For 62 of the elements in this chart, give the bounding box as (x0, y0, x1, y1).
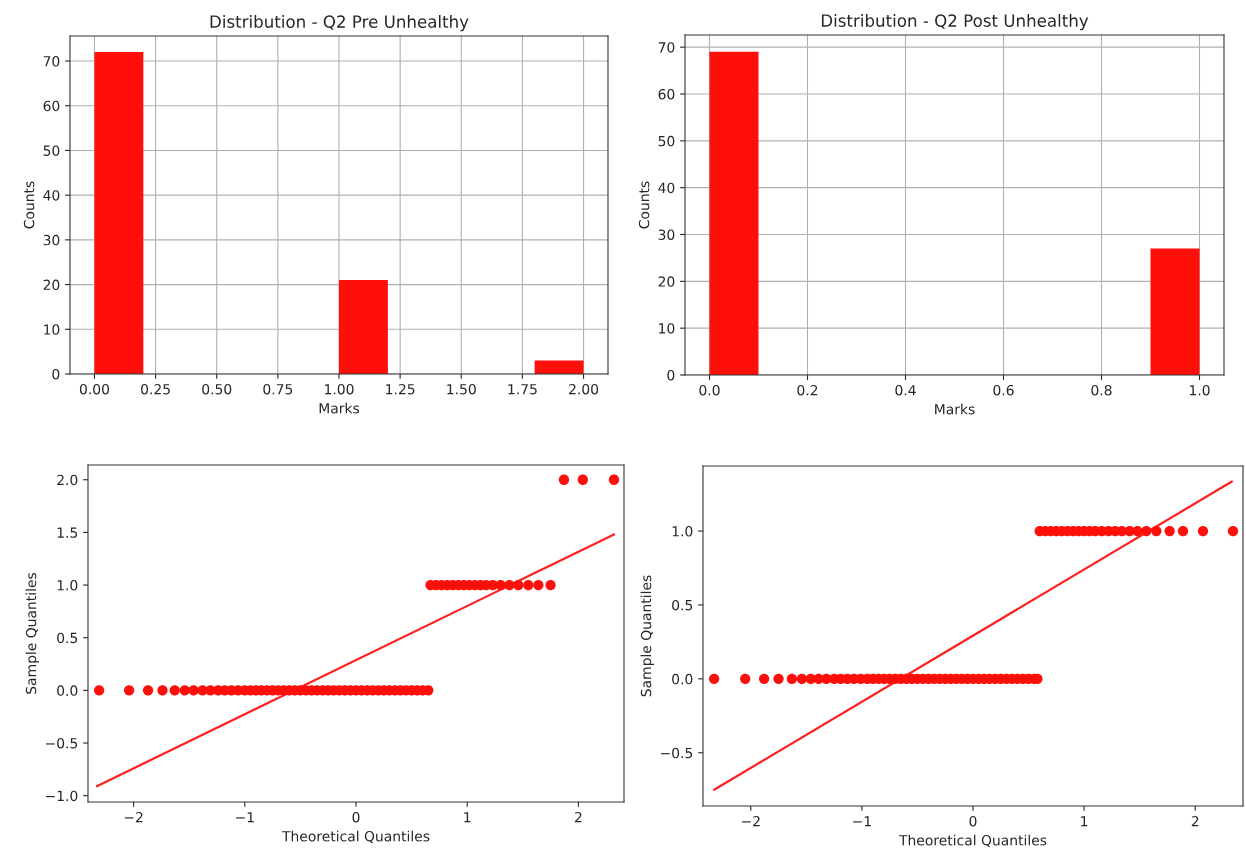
y-tick-label: 0.5 (672, 599, 693, 611)
y-tick-label: −1.0 (46, 790, 78, 802)
x-tick-label: −1 (236, 812, 254, 823)
chart-title: Distribution - Q2 Post Unhealthy (821, 14, 1089, 31)
y-tick-label: 70 (43, 56, 60, 67)
y-tick-label: 0 (667, 369, 675, 381)
y-tick-label: 50 (43, 145, 60, 156)
x-tick-label: 1 (464, 812, 471, 823)
y-tick-label: 30 (43, 234, 60, 246)
chart-title: Distribution - Q2 Pre Unhealthy (210, 15, 469, 32)
y-tick-label: 0 (52, 368, 60, 380)
y-tick-label: 60 (658, 88, 675, 100)
x-tick-label: 0.25 (141, 383, 170, 395)
x-tick-label: −2 (742, 815, 760, 827)
x-axis-title: Theoretical Quantiles (898, 834, 1047, 848)
y-axis-title: Sample Quantiles (640, 575, 654, 697)
y-tick-label: 60 (43, 100, 60, 112)
x-tick-label: 0.75 (263, 383, 293, 395)
y-tick-label: 30 (658, 229, 675, 240)
y-tick-label: 20 (43, 279, 60, 291)
y-tick-label: 70 (658, 42, 675, 53)
x-tick-label: 1 (1081, 816, 1088, 827)
x-tick-label: 0.00 (79, 383, 109, 395)
x-tick-label: 2 (1191, 815, 1199, 827)
y-tick-label: 40 (658, 182, 675, 194)
y-tick-label: 1.5 (57, 527, 78, 538)
y-tick-label: 50 (658, 135, 675, 147)
x-axis-title: Marks (319, 402, 360, 414)
x-tick-label: 1.75 (508, 384, 537, 395)
y-tick-label: 0.0 (57, 685, 78, 696)
x-tick-label: 0.6 (993, 384, 1014, 396)
x-tick-label: 0.0 (699, 384, 720, 396)
y-tick-label: 2.0 (57, 474, 78, 486)
y-tick-label: −0.5 (661, 747, 693, 759)
x-tick-label: 1.0 (1189, 384, 1210, 396)
x-axis-title: Marks (935, 403, 975, 415)
y-axis-title: Counts (23, 181, 35, 229)
y-tick-label: 10 (44, 324, 60, 335)
y-tick-label: 1.0 (672, 526, 693, 537)
y-tick-label: 10 (659, 323, 675, 334)
y-tick-label: 0.5 (57, 632, 78, 644)
y-tick-label: 40 (43, 190, 60, 201)
x-tick-label: 1.50 (447, 383, 476, 395)
x-tick-label: 0.2 (797, 384, 818, 396)
x-tick-label: −2 (124, 811, 143, 823)
x-tick-label: 0 (969, 815, 977, 827)
y-axis-title: Sample Quantiles (25, 572, 39, 694)
y-tick-label: −0.5 (46, 737, 78, 749)
x-tick-label: 0.4 (895, 384, 916, 396)
x-tick-label: 1.00 (325, 383, 354, 395)
y-tick-label: 0.0 (672, 673, 693, 685)
y-axis-title: Counts (638, 181, 650, 229)
x-tick-label: 0.50 (202, 383, 232, 395)
x-tick-label: 0.8 (1091, 384, 1112, 396)
x-tick-label: 1.25 (386, 383, 415, 395)
x-tick-label: 2 (575, 811, 582, 823)
x-tick-label: −1 (853, 816, 871, 827)
y-tick-label: 1.0 (57, 580, 78, 591)
x-axis-title: Theoretical Quantiles (281, 830, 430, 844)
y-tick-label: 20 (658, 276, 675, 287)
x-tick-label: 2.00 (569, 383, 599, 395)
x-tick-label: 0 (352, 811, 360, 823)
